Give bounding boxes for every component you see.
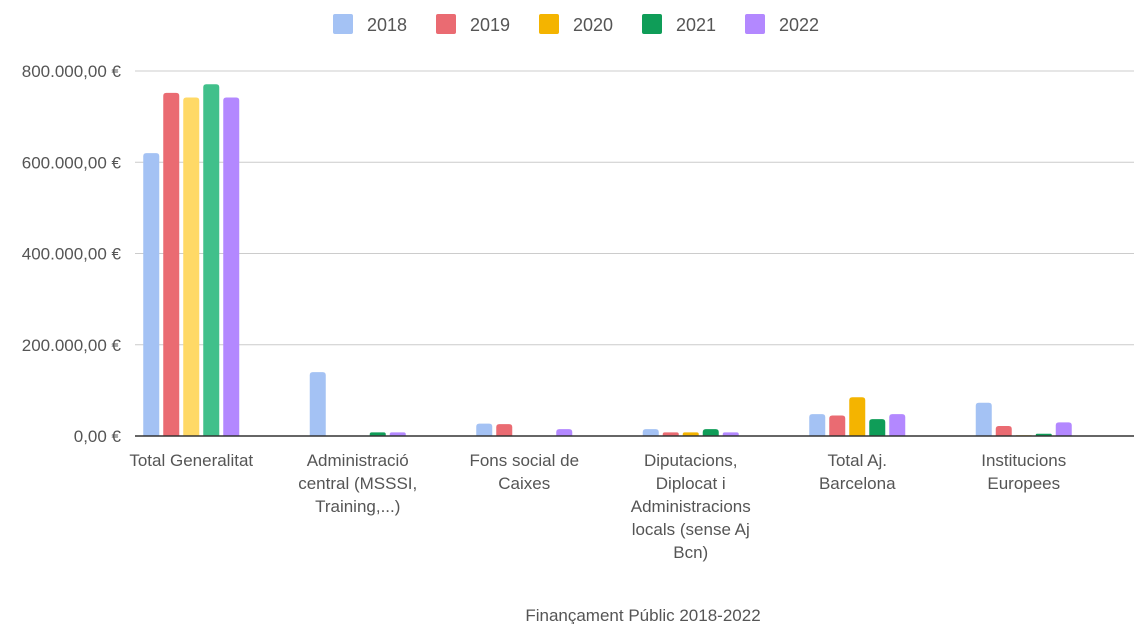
gridlines — [135, 70, 1134, 346]
y-tick-label: 400.000,00 € — [22, 245, 122, 264]
bar-2018[interactable] — [809, 414, 826, 436]
bar-2020[interactable] — [682, 432, 699, 436]
bar-2022[interactable] — [556, 429, 573, 436]
bar-2019[interactable] — [496, 424, 513, 436]
legend-swatch — [745, 14, 765, 34]
bar-2022[interactable] — [1055, 422, 1072, 436]
bar-2018[interactable] — [309, 372, 326, 436]
legend-swatch — [333, 14, 353, 34]
legend-swatch — [539, 14, 559, 34]
legend-swatch — [642, 14, 662, 34]
x-tick-label: Institucions Europees — [981, 451, 1066, 493]
bar-2018[interactable] — [143, 153, 160, 436]
x-tick-label: Total Aj. Barcelona — [819, 451, 896, 493]
y-tick-label: 800.000,00 € — [22, 62, 122, 81]
bar-2018[interactable] — [476, 423, 493, 436]
x-tick-label: Diputacions, Diplocat i Administracions loc… — [631, 451, 751, 562]
legend-label[interactable]: 2020 — [573, 15, 613, 35]
y-tick-label: 200.000,00 € — [22, 336, 122, 355]
x-tick-label: Administració central (MSSSI, Training,...… — [298, 451, 417, 516]
x-tick-label: Total Generalitat — [129, 451, 253, 470]
legend-label[interactable]: 2019 — [470, 15, 510, 35]
bar-2020[interactable] — [849, 397, 866, 436]
bar-2022[interactable] — [722, 432, 739, 436]
bar-2021[interactable] — [702, 429, 719, 436]
legend-swatch — [436, 14, 456, 34]
y-tick-label: 0,00 € — [74, 427, 122, 446]
bar-2019[interactable] — [163, 92, 180, 437]
x-tick-label: Fons social de Caixes — [469, 451, 579, 493]
bar-2022[interactable] — [223, 97, 240, 437]
y-tick-label: 600.000,00 € — [22, 153, 122, 172]
legend-label[interactable]: 2018 — [367, 15, 407, 35]
y-axis-ticks: 0,00 € 200.000,00 € 400.000,00 € 600.000,00… — [22, 62, 122, 446]
bar-2020[interactable] — [183, 97, 200, 437]
bar-2019[interactable] — [995, 425, 1012, 436]
bar-2018[interactable] — [975, 402, 992, 436]
bar-2019[interactable] — [829, 415, 846, 436]
bar-2021[interactable] — [203, 84, 220, 436]
bar-2022[interactable] — [389, 432, 406, 436]
bar-2021[interactable] — [369, 432, 386, 436]
x-axis-ticks: Total Generalitat Administració central (M… — [129, 451, 1066, 562]
x-axis-label: Finançament Públic 2018-2022 — [525, 606, 760, 624]
legend-label[interactable]: 2022 — [779, 15, 819, 35]
bar-2018[interactable] — [642, 429, 659, 436]
legend-label[interactable]: 2021 — [676, 15, 716, 35]
bar-2022[interactable] — [889, 414, 906, 436]
legend[interactable]: 2018 2019 2020 2021 2022 — [333, 14, 819, 35]
bar-2021[interactable] — [869, 419, 886, 436]
bar-2019[interactable] — [662, 432, 679, 436]
bars — [143, 84, 1072, 437]
